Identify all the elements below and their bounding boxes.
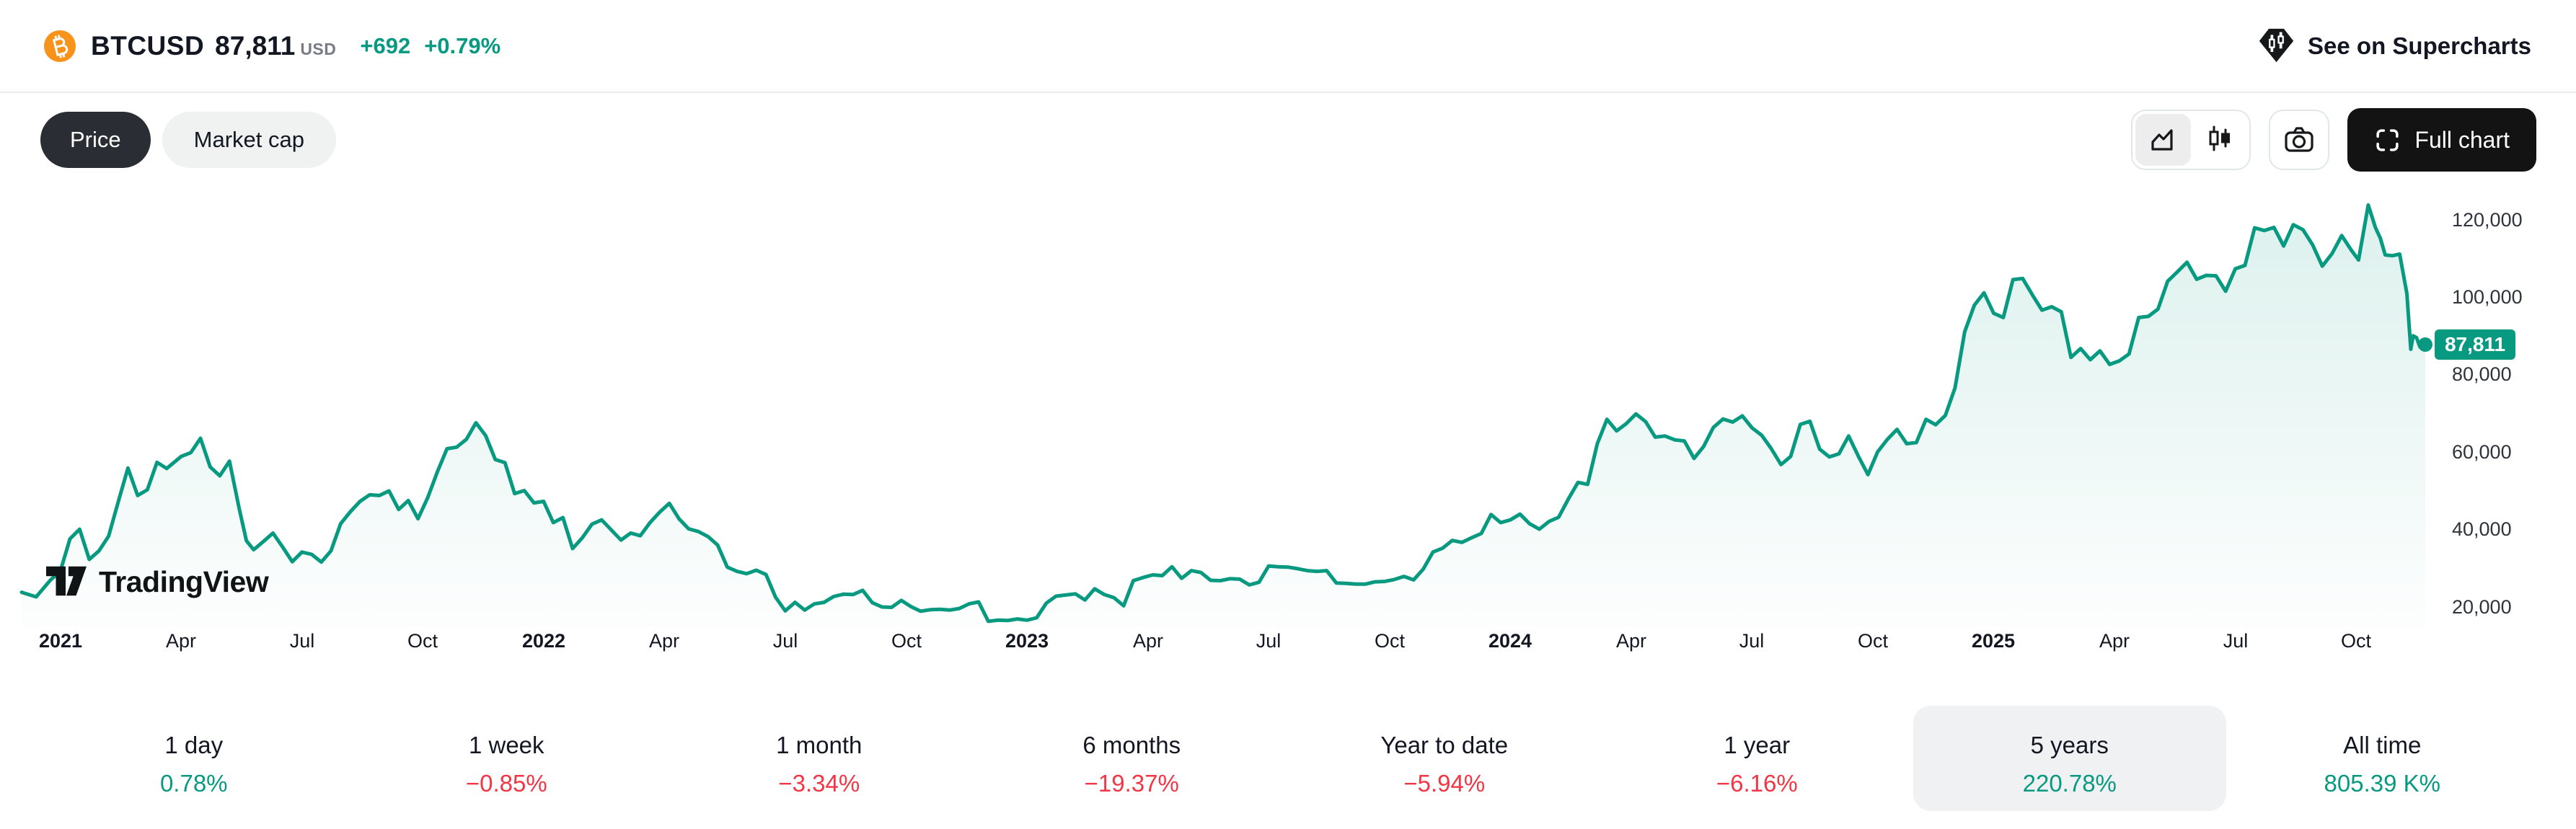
range-label: 6 months [1082, 732, 1181, 758]
range-button-1-year[interactable]: 1 year −6.16% [1601, 706, 1914, 811]
price-area [22, 205, 2425, 626]
tradingview-watermark-text: TradingView [99, 564, 269, 598]
x-axis-label: Apr [1132, 630, 1164, 652]
x-axis-label: Jul [1739, 630, 1765, 652]
range-label: Year to date [1380, 732, 1509, 758]
x-axis-label: Apr [648, 630, 680, 652]
range-label: 1 week [468, 732, 544, 758]
range-button-all-time[interactable]: All time 805.39 K% [2226, 706, 2539, 811]
camera-icon [2285, 127, 2314, 152]
supercharts-label: See on Supercharts [2308, 32, 2531, 59]
header: BTCUSD 87,811 USD +692 +0.79% See on Sup… [0, 0, 2576, 93]
last-point-dot [2418, 337, 2432, 353]
x-axis-label: Jul [772, 630, 798, 652]
y-axis-label: 60,000 [2452, 440, 2512, 463]
x-axis-label: Apr [2099, 630, 2130, 652]
x-axis-label: Oct [407, 630, 438, 652]
range-change-value: −3.34% [778, 770, 860, 797]
range-selector: 1 day 0.78% 1 week −0.85% 1 month −3.34% 6 mon… [38, 706, 2538, 811]
x-axis-label: Jul [289, 630, 315, 652]
x-axis-label: Jul [2223, 630, 2249, 652]
x-axis-label: 2022 [521, 630, 566, 652]
full-chart-label: Full chart [2414, 126, 2510, 153]
candlestick-chart-icon [2209, 125, 2230, 151]
x-axis-label: 2023 [1005, 630, 1049, 652]
range-button-1-month[interactable]: 1 month −3.34% [663, 706, 976, 811]
chart-controls: Full chart [2131, 108, 2536, 172]
tab-price[interactable]: Price [40, 112, 151, 168]
range-change-value: 220.78% [2022, 770, 2117, 797]
range-change-value: −5.94% [1403, 770, 1486, 797]
x-axis-label: Oct [1374, 630, 1406, 652]
range-button-1-day[interactable]: 1 day 0.78% [38, 706, 350, 811]
change-percent: +0.79% [424, 32, 501, 58]
tab-price-label: Price [70, 127, 121, 152]
supercharts-icon [2259, 28, 2294, 63]
range-change-value: 805.39 K% [2324, 770, 2440, 797]
range-label: 1 month [776, 732, 863, 758]
x-axis-label: Oct [891, 630, 922, 652]
y-axis-label: 80,000 [2452, 363, 2512, 386]
area-chart-button[interactable] [2135, 114, 2192, 166]
snapshot-button[interactable] [2269, 110, 2330, 170]
y-axis-label: 100,000 [2452, 286, 2523, 309]
range-button-5-years[interactable]: 5 years 220.78% [1913, 706, 2226, 811]
range-label: All time [2343, 732, 2422, 758]
symbol-info: BTCUSD 87,811 USD +692 +0.79% [44, 30, 500, 62]
tradingview-logo-icon [46, 566, 87, 596]
range-label: 1 year [1724, 732, 1791, 758]
range-change-value: 0.78% [159, 770, 228, 797]
x-axis-label: Apr [165, 630, 197, 652]
range-button-1-week[interactable]: 1 week −0.85% [350, 706, 663, 811]
price-line [19, 203, 2427, 624]
range-change-value: −6.16% [1716, 770, 1798, 797]
area-chart-icon [2151, 129, 2173, 151]
y-axis-label: 20,000 [2452, 595, 2512, 618]
range-button-year-to-date[interactable]: Year to date −5.94% [1288, 706, 1601, 811]
x-axis-label: Oct [1857, 630, 1889, 652]
symbol-name: BTCUSD [91, 30, 205, 61]
see-on-supercharts-link[interactable]: See on Supercharts [2257, 27, 2531, 65]
current-price: 87,811 [215, 30, 296, 61]
y-axis-label: 40,000 [2452, 518, 2512, 541]
fullscreen-icon [2376, 128, 2399, 151]
chart-type-toggle [2131, 110, 2251, 170]
range-label: 5 years [2030, 732, 2109, 758]
candlestick-chart-button[interactable] [2191, 114, 2246, 166]
range-change-value: −0.85% [465, 770, 547, 797]
last-price-badge: 87,811 [2435, 329, 2515, 360]
change-absolute: +692 [360, 32, 411, 58]
tradingview-attribution[interactable]: TradingView [46, 564, 269, 599]
metric-tabs: Price Market cap [40, 112, 336, 168]
tab-market-cap[interactable]: Market cap [162, 112, 336, 168]
x-axis-label: Apr [1615, 630, 1647, 652]
currency-label: USD [300, 39, 337, 58]
full-chart-button[interactable]: Full chart [2347, 108, 2536, 172]
range-change-value: −19.37% [1084, 770, 1179, 797]
x-axis-label: 2024 [1488, 630, 1532, 652]
range-label: 1 day [164, 732, 224, 758]
tab-market-cap-label: Market cap [193, 127, 304, 152]
x-axis-label: 2025 [1971, 630, 2016, 652]
bitcoin-icon [44, 30, 76, 62]
toolbar: Price Market cap [0, 99, 2576, 179]
x-axis-label: 2021 [38, 630, 83, 652]
x-axis-label: Jul [1256, 630, 1282, 652]
range-button-6-months[interactable]: 6 months −19.37% [976, 706, 1289, 811]
x-axis-label: Oct [2340, 630, 2372, 652]
y-axis-label: 120,000 [2452, 208, 2523, 231]
